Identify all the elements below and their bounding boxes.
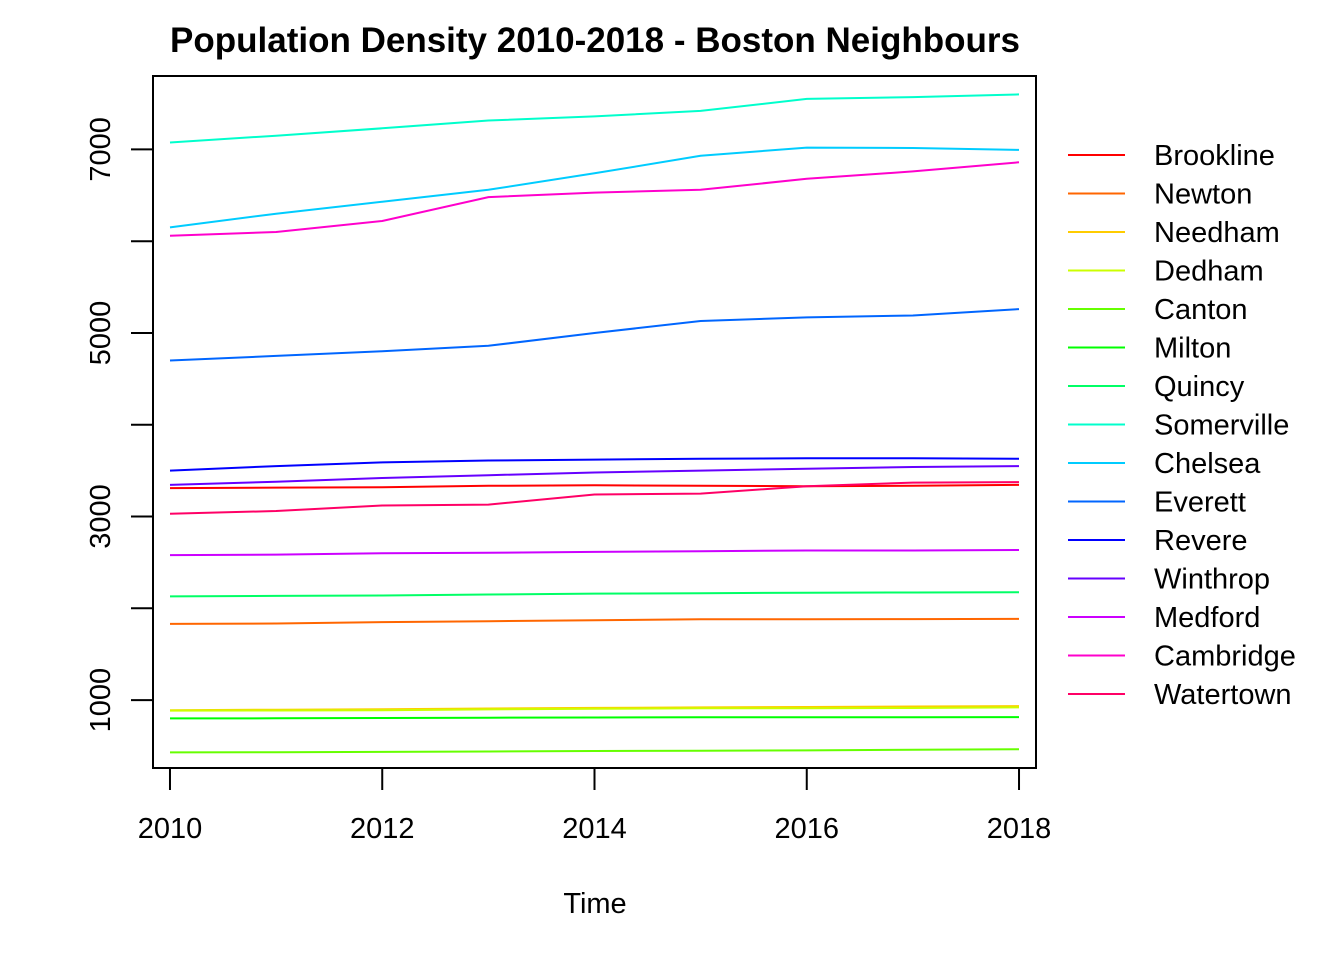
series-line-quincy	[169, 591, 1020, 598]
legend-label: Cambridge	[1154, 641, 1296, 673]
legend-label: Dedham	[1154, 256, 1264, 288]
y-tick-label: 3000	[85, 484, 117, 549]
series-line-canton	[169, 748, 1020, 754]
series-line-revere	[169, 457, 1020, 472]
x-tick-label: 2012	[350, 813, 415, 845]
legend-label: Needham	[1154, 217, 1280, 249]
series-line-cambridge	[169, 161, 1020, 237]
series-line-everett	[169, 308, 1020, 362]
series-layer	[169, 93, 1020, 754]
legend-label: Canton	[1154, 294, 1248, 326]
series-line-dedham	[169, 706, 1020, 712]
legend-label: Milton	[1154, 333, 1231, 365]
series-line-brookline	[169, 483, 1020, 490]
x-axis-label: Time	[563, 888, 626, 920]
x-axis: 2010 2012 2014 2016 2018	[138, 767, 1052, 845]
y-axis: 1000 3000 5000 7000	[85, 117, 154, 733]
x-tick-label: 2014	[562, 813, 627, 845]
legend-label: Winthrop	[1154, 564, 1270, 596]
x-tick-label: 2010	[138, 813, 203, 845]
x-tick-label: 2016	[775, 813, 840, 845]
plot-frame	[152, 75, 1037, 769]
series-line-winthrop	[169, 465, 1020, 486]
y-tick-label: 7000	[85, 117, 117, 182]
legend: Brookline Newton Needham Dedham Canton Milton…	[1068, 140, 1296, 711]
chart-title: Population Density 2010-2018 - Boston Ne…	[170, 21, 1020, 60]
legend-label: Newton	[1154, 179, 1252, 211]
series-line-medford	[169, 549, 1020, 557]
legend-label: Somerville	[1154, 410, 1289, 442]
series-line-somerville	[169, 93, 1020, 144]
legend-label: Revere	[1154, 525, 1248, 557]
legend-label: Watertown	[1154, 679, 1292, 711]
series-line-chelsea	[169, 146, 1020, 229]
series-line-watertown	[169, 481, 1020, 515]
y-tick-label: 5000	[85, 301, 117, 366]
series-line-newton	[169, 617, 1020, 625]
legend-label: Medford	[1154, 602, 1260, 634]
x-tick-label: 2018	[987, 813, 1052, 845]
legend-label: Everett	[1154, 487, 1246, 519]
series-line-milton	[169, 716, 1020, 720]
y-tick-label: 1000	[85, 668, 117, 733]
legend-label: Chelsea	[1154, 448, 1261, 480]
legend-label: Brookline	[1154, 140, 1275, 172]
legend-label: Quincy	[1154, 371, 1245, 403]
